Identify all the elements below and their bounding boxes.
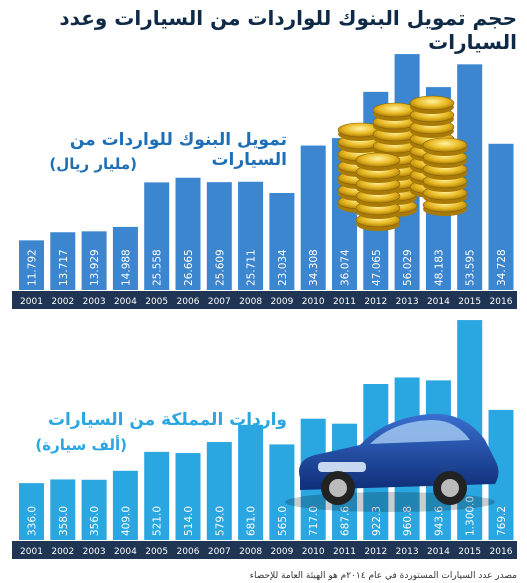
imports-chart-unit: (ألف سيارة) — [35, 436, 127, 454]
finance-bar-2003 — [81, 231, 107, 290]
imports-value-label: 687.6 — [340, 506, 352, 536]
finance-value-label: 53.595 — [465, 249, 477, 286]
finance-year-label: 2004 — [114, 297, 137, 307]
imports-value-label: 717.0 — [308, 506, 320, 536]
imports-value-label: 579.0 — [214, 506, 226, 536]
finance-value-label: 48.183 — [433, 249, 445, 286]
finance-year-label: 2001 — [20, 297, 43, 307]
finance-year-label: 2015 — [458, 297, 481, 307]
finance-axis-band — [12, 291, 517, 309]
finance-year-label: 2007 — [208, 297, 231, 307]
finance-value-label: 34.728 — [496, 249, 508, 286]
finance-chart-title: تمويل البنوك للواردات من السيارات — [69, 130, 287, 170]
imports-year-label: 2003 — [83, 547, 106, 557]
imports-value-label: 356.0 — [89, 506, 101, 536]
imports-chart-title: واردات المملكة من السيارات — [47, 410, 287, 430]
finance-bar-2006 — [175, 177, 201, 290]
source-note: مصدر عدد السيارات المستوردة في عام ٢٠١٤م… — [249, 571, 517, 581]
imports-year-label: 2008 — [239, 547, 262, 557]
finance-value-label: 56.029 — [402, 249, 414, 286]
imports-value-label: 1.300.0 — [465, 496, 477, 536]
finance-value-label: 25.711 — [246, 249, 258, 286]
imports-year-label: 2004 — [114, 547, 137, 557]
imports-value-label: 922.3 — [371, 506, 383, 536]
finance-value-label: 23.034 — [277, 249, 289, 286]
imports-value-label: 409.0 — [120, 506, 132, 536]
imports-year-label: 2005 — [145, 547, 168, 557]
finance-bar-2001 — [19, 240, 44, 290]
finance-value-label: 11.792 — [27, 249, 39, 286]
imports-bar-2009 — [269, 444, 295, 540]
imports-bar-2007 — [206, 442, 232, 540]
imports-value-label: 521.0 — [152, 506, 164, 536]
imports-value-label: 943.6 — [433, 506, 445, 536]
finance-bar-2009 — [269, 193, 295, 290]
imports-value-label: 565.0 — [277, 506, 289, 536]
finance-bar-2016 — [488, 143, 514, 290]
imports-bar-2001 — [19, 483, 44, 540]
finance-year-label: 2013 — [396, 297, 419, 307]
finance-value-label: 13.929 — [89, 249, 101, 286]
finance-year-label: 2016 — [490, 297, 513, 307]
finance-value-label: 47.065 — [371, 249, 383, 286]
finance-year-label: 2002 — [51, 297, 74, 307]
finance-value-label: 14.988 — [120, 249, 132, 286]
imports-year-label: 2001 — [20, 547, 43, 557]
imports-bar-2008 — [238, 424, 264, 540]
finance-year-label: 2012 — [364, 297, 387, 307]
imports-year-label: 2007 — [208, 547, 231, 557]
imports-bar-2002 — [50, 479, 76, 540]
imports-value-label: 514.0 — [183, 506, 195, 536]
finance-bar-2007 — [206, 182, 232, 290]
imports-axis-band — [12, 541, 517, 559]
imports-year-label: 2013 — [396, 547, 419, 557]
imports-year-label: 2009 — [270, 547, 293, 557]
finance-year-label: 2008 — [239, 297, 262, 307]
imports-value-label: 358.0 — [58, 506, 70, 536]
imports-value-label: 769.2 — [496, 506, 508, 536]
imports-year-label: 2002 — [51, 547, 74, 557]
imports-year-label: 2006 — [177, 547, 200, 557]
finance-year-label: 2009 — [270, 297, 293, 307]
imports-year-label: 2016 — [490, 547, 513, 557]
finance-year-label: 2006 — [177, 297, 200, 307]
gold-coins-illustration — [337, 95, 468, 231]
finance-value-label: 26.665 — [183, 249, 195, 286]
page-title: حجم تمويل البنوك للواردات من السيارات وع… — [59, 6, 517, 54]
imports-year-label: 2011 — [333, 547, 356, 557]
imports-value-label: 960.8 — [402, 506, 414, 536]
imports-year-label: 2014 — [427, 547, 450, 557]
finance-value-label: 34.308 — [308, 249, 320, 286]
finance-year-label: 2005 — [145, 297, 168, 307]
imports-bar-2005 — [144, 451, 170, 540]
imports-year-label: 2015 — [458, 547, 481, 557]
finance-value-label: 36.074 — [340, 249, 352, 286]
imports-bar-2006 — [175, 453, 201, 540]
finance-bar-2005 — [144, 182, 170, 290]
finance-value-label: 13.717 — [58, 249, 70, 286]
finance-value-label: 25.609 — [214, 249, 226, 286]
imports-bar-2004 — [112, 470, 138, 540]
finance-bar-2002 — [50, 232, 76, 290]
finance-year-label: 2011 — [333, 297, 356, 307]
finance-chart-unit: (مليار ريال) — [49, 155, 137, 173]
finance-value-label: 25.558 — [152, 249, 164, 286]
imports-year-label: 2012 — [364, 547, 387, 557]
finance-year-label: 2003 — [83, 297, 106, 307]
imports-year-label: 2010 — [302, 547, 325, 557]
finance-bar-2010 — [300, 145, 326, 290]
finance-year-label: 2010 — [302, 297, 325, 307]
imports-value-label: 681.0 — [246, 506, 258, 536]
imports-value-label: 336.0 — [27, 506, 39, 536]
finance-bar-2004 — [112, 226, 138, 290]
imports-bar-2003 — [81, 479, 107, 540]
finance-year-label: 2014 — [427, 297, 450, 307]
blue-car-illustration — [285, 413, 499, 512]
finance-bar-2008 — [238, 181, 264, 290]
